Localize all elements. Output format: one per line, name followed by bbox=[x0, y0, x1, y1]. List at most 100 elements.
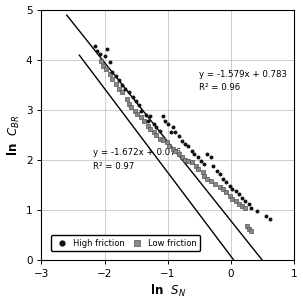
Point bbox=[230, 196, 235, 201]
Point bbox=[215, 168, 219, 173]
Point bbox=[196, 155, 201, 160]
Point bbox=[134, 98, 139, 103]
Point bbox=[95, 48, 99, 53]
Point bbox=[205, 152, 209, 156]
Point bbox=[107, 60, 112, 65]
Point bbox=[177, 152, 181, 156]
Point bbox=[208, 178, 213, 183]
Text: y = -1.579x + 0.783: y = -1.579x + 0.783 bbox=[199, 70, 287, 79]
Point bbox=[129, 105, 134, 110]
Point bbox=[110, 76, 115, 81]
Point bbox=[164, 140, 169, 145]
Point bbox=[114, 81, 118, 86]
Point bbox=[236, 202, 241, 206]
Point bbox=[93, 43, 98, 48]
Point bbox=[145, 118, 150, 123]
Point bbox=[124, 96, 129, 101]
Point bbox=[110, 70, 115, 75]
Point bbox=[104, 46, 109, 51]
Point bbox=[217, 171, 222, 176]
Point bbox=[145, 124, 150, 128]
Point bbox=[148, 113, 152, 118]
Point bbox=[192, 152, 197, 156]
Point bbox=[202, 174, 207, 178]
Point bbox=[240, 203, 245, 208]
Point bbox=[234, 199, 238, 203]
Point bbox=[230, 187, 235, 192]
Point bbox=[189, 149, 194, 153]
Point bbox=[131, 95, 135, 100]
Point bbox=[126, 101, 131, 106]
Point bbox=[202, 161, 207, 166]
Point bbox=[165, 121, 170, 126]
Point bbox=[132, 108, 137, 113]
Point bbox=[97, 51, 102, 56]
Point bbox=[224, 190, 228, 195]
Point bbox=[255, 209, 260, 213]
Point bbox=[173, 149, 178, 153]
Point bbox=[152, 130, 156, 135]
Point bbox=[179, 155, 184, 160]
Legend: High friction, Low friction: High friction, Low friction bbox=[51, 235, 200, 251]
Point bbox=[126, 90, 131, 95]
Point bbox=[168, 130, 173, 135]
Point bbox=[189, 160, 194, 165]
Point bbox=[173, 130, 178, 135]
Text: R² = 0.96: R² = 0.96 bbox=[199, 83, 241, 92]
Point bbox=[158, 136, 163, 141]
Point bbox=[249, 229, 254, 234]
Point bbox=[246, 227, 251, 231]
Point bbox=[224, 180, 228, 185]
Point bbox=[137, 102, 142, 107]
Point bbox=[114, 73, 118, 78]
Text: y = -1.672x + 0.076: y = -1.672x + 0.076 bbox=[93, 149, 181, 157]
Point bbox=[116, 86, 121, 91]
Point bbox=[143, 112, 148, 117]
Point bbox=[154, 125, 159, 130]
Point bbox=[249, 205, 254, 210]
Point bbox=[194, 163, 199, 168]
Point bbox=[198, 159, 203, 163]
Point bbox=[160, 138, 165, 142]
Point bbox=[116, 77, 121, 82]
Point bbox=[120, 82, 125, 87]
Point bbox=[148, 126, 152, 131]
Point bbox=[104, 66, 108, 71]
Point bbox=[221, 177, 226, 181]
Point bbox=[263, 214, 268, 218]
Point bbox=[234, 188, 238, 193]
Point bbox=[167, 143, 171, 148]
Point bbox=[99, 58, 104, 63]
Y-axis label: ln  $C_{BR}$: ln $C_{BR}$ bbox=[5, 114, 22, 156]
Point bbox=[221, 187, 226, 192]
Point bbox=[208, 155, 213, 160]
Point bbox=[242, 199, 247, 203]
Point bbox=[102, 53, 107, 58]
Point bbox=[179, 138, 184, 143]
Point bbox=[107, 71, 112, 76]
Point bbox=[158, 128, 163, 133]
X-axis label: ln  $S_N$: ln $S_N$ bbox=[150, 283, 186, 300]
Point bbox=[183, 157, 188, 162]
Point bbox=[139, 115, 144, 120]
Point bbox=[196, 167, 201, 171]
Point bbox=[227, 184, 232, 188]
Point bbox=[242, 205, 247, 210]
Point bbox=[135, 111, 140, 116]
Point bbox=[154, 132, 159, 137]
Point bbox=[139, 108, 144, 113]
Point bbox=[170, 125, 175, 130]
Point bbox=[236, 192, 241, 196]
Point bbox=[246, 202, 251, 206]
Point bbox=[170, 146, 175, 151]
Point bbox=[211, 163, 216, 168]
Point bbox=[183, 142, 188, 146]
Point bbox=[244, 224, 249, 228]
Point bbox=[101, 63, 106, 68]
Text: R² = 0.97: R² = 0.97 bbox=[93, 162, 135, 171]
Point bbox=[213, 181, 218, 186]
Point bbox=[177, 133, 181, 138]
Point bbox=[217, 185, 222, 190]
Point bbox=[186, 159, 191, 163]
Point bbox=[200, 170, 205, 175]
